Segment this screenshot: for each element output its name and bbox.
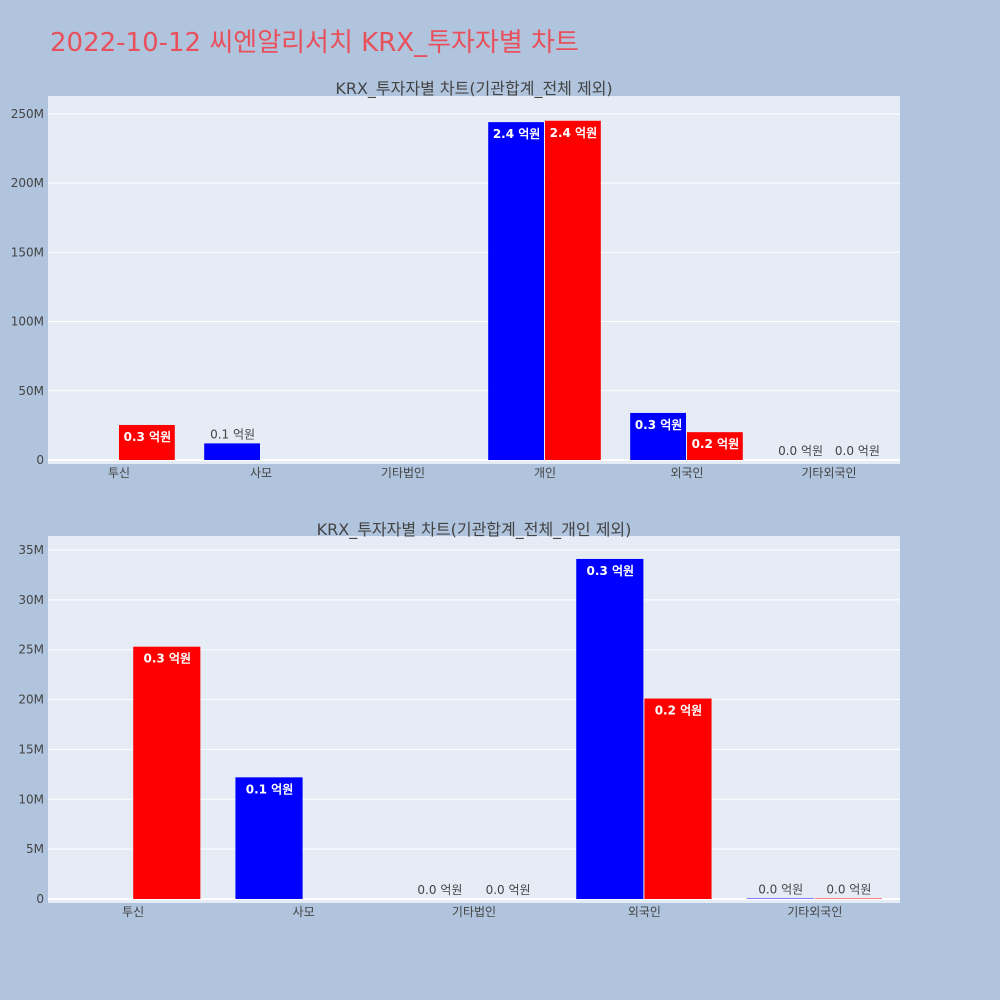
page-title: 2022-10-12 씨엔알리서치 KRX_투자자별 차트 bbox=[50, 28, 579, 58]
chart-2: 0 5M 10M 15M 20M 25M 30M 35M KRX_투자자별 차트(기관합계_전체… bbox=[18, 520, 900, 919]
bar bbox=[204, 443, 260, 460]
chart-1: 0 50M 100M 150M 200M 250M KRX_투자자별 차트(기관합계_전체 … bbox=[11, 79, 900, 480]
y-tick-label: 15M bbox=[18, 742, 44, 756]
y-tick-label: 35M bbox=[18, 543, 44, 557]
bar bbox=[644, 698, 712, 899]
data-label: 0.0 억원 bbox=[778, 444, 823, 458]
x-tick-label: 기타외국인 bbox=[787, 905, 842, 919]
data-label: 0.3 억원 bbox=[144, 652, 192, 666]
data-label: 0.3 억원 bbox=[587, 564, 635, 578]
bar bbox=[133, 646, 201, 899]
data-label: 0.1 억원 bbox=[210, 427, 255, 441]
data-label: 0.2 억원 bbox=[655, 704, 703, 718]
x-tick-label: 기타외국인 bbox=[801, 466, 856, 480]
chart-title: KRX_투자자별 차트(기관합계_전체 제외) bbox=[335, 79, 612, 99]
data-label: 0.3 억원 bbox=[635, 418, 683, 432]
y-tick-label: 0 bbox=[36, 892, 44, 906]
y-tick-label: 250M bbox=[11, 107, 44, 121]
y-tick-label: 150M bbox=[11, 245, 44, 259]
data-label: 2.4 억원 bbox=[550, 126, 598, 140]
x-tick-label: 사모 bbox=[250, 466, 272, 480]
data-label: 0.0 억원 bbox=[826, 883, 871, 897]
y-tick-label: 5M bbox=[26, 842, 44, 856]
y-tick-label: 50M bbox=[18, 384, 44, 398]
y-tick-label: 30M bbox=[18, 593, 44, 607]
bar bbox=[235, 777, 303, 899]
x-tick-label: 기타법인 bbox=[452, 905, 496, 919]
x-tick-label: 투신 bbox=[122, 905, 144, 919]
y-tick-label: 25M bbox=[18, 643, 44, 657]
x-tick-label: 투신 bbox=[108, 466, 130, 480]
data-label: 0.0 억원 bbox=[758, 883, 803, 897]
bar bbox=[545, 120, 601, 461]
data-label: 0.3 억원 bbox=[124, 430, 172, 444]
y-tick-label: 10M bbox=[18, 792, 44, 806]
x-tick-label: 기타법인 bbox=[381, 466, 425, 480]
data-label: 0.0 억원 bbox=[486, 883, 531, 897]
y-tick-label: 200M bbox=[11, 176, 44, 190]
x-tick-label: 외국인 bbox=[670, 466, 703, 480]
bar bbox=[488, 122, 544, 461]
bar bbox=[687, 432, 743, 460]
chart-title: KRX_투자자별 차트(기관합계_전체_개인 제외) bbox=[317, 520, 632, 540]
bar bbox=[576, 558, 644, 899]
bar bbox=[119, 424, 175, 460]
y-tick-label: 0 bbox=[36, 453, 44, 467]
x-tick-label: 외국인 bbox=[628, 905, 661, 919]
y-tick-label: 20M bbox=[18, 693, 44, 707]
x-tick-label: 개인 bbox=[534, 466, 556, 480]
data-label: 0.2 억원 bbox=[692, 437, 740, 451]
plot-area bbox=[48, 96, 900, 464]
data-label: 0.0 억원 bbox=[835, 444, 880, 458]
bar bbox=[630, 412, 686, 460]
x-tick-label: 사모 bbox=[293, 905, 315, 919]
data-label: 0.0 억원 bbox=[417, 883, 462, 897]
data-label: 0.1 억원 bbox=[246, 782, 294, 796]
data-label: 2.4 억원 bbox=[493, 127, 541, 141]
y-tick-label: 100M bbox=[11, 315, 44, 329]
